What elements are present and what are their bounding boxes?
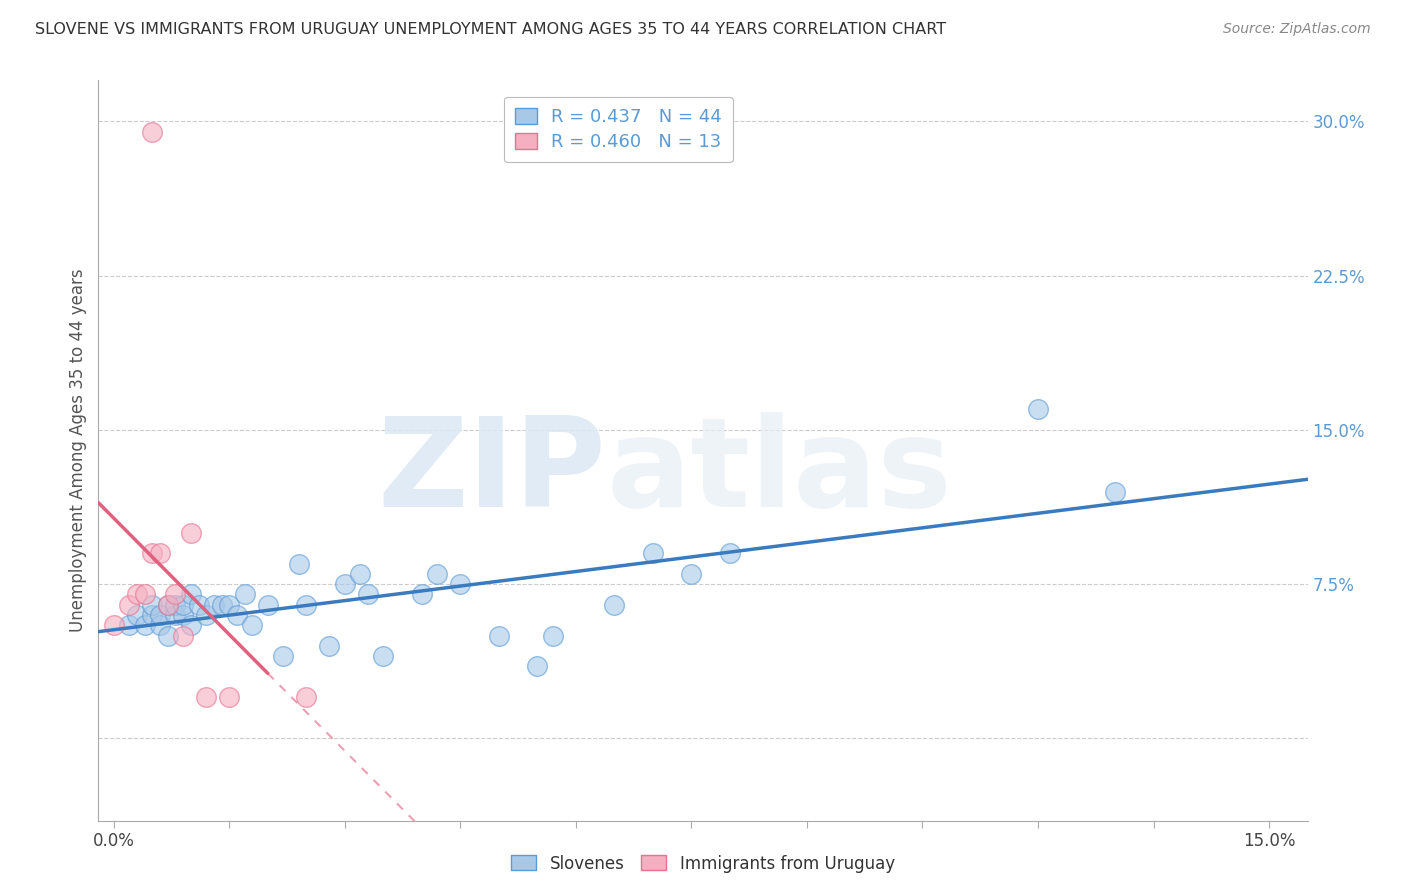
- Point: [426, 566, 449, 581]
- Point: [165, 607, 187, 622]
- Point: [202, 598, 225, 612]
- Point: [287, 557, 309, 571]
- Point: [1026, 402, 1049, 417]
- Point: [233, 587, 256, 601]
- Point: [488, 628, 510, 642]
- Point: [172, 607, 194, 622]
- Point: [295, 690, 318, 705]
- Point: [226, 607, 249, 622]
- Point: [118, 598, 141, 612]
- Point: [242, 618, 264, 632]
- Point: [180, 525, 202, 540]
- Point: [141, 607, 163, 622]
- Point: [349, 566, 371, 581]
- Legend: Slovenes, Immigrants from Uruguay: Slovenes, Immigrants from Uruguay: [505, 848, 901, 880]
- Point: [141, 125, 163, 139]
- Text: atlas: atlas: [606, 412, 952, 533]
- Point: [357, 587, 380, 601]
- Point: [271, 649, 294, 664]
- Point: [195, 690, 218, 705]
- Point: [218, 598, 240, 612]
- Point: [681, 566, 703, 581]
- Point: [257, 598, 280, 612]
- Point: [187, 598, 209, 612]
- Point: [149, 607, 172, 622]
- Point: [333, 577, 356, 591]
- Legend: R = 0.437   N = 44, R = 0.460   N = 13: R = 0.437 N = 44, R = 0.460 N = 13: [505, 96, 733, 162]
- Text: ZIP: ZIP: [378, 412, 606, 533]
- Point: [1104, 484, 1126, 499]
- Point: [373, 649, 395, 664]
- Point: [541, 628, 564, 642]
- Point: [718, 546, 741, 560]
- Point: [156, 598, 179, 612]
- Point: [149, 546, 172, 560]
- Point: [134, 618, 156, 632]
- Point: [172, 628, 194, 642]
- Point: [195, 607, 218, 622]
- Point: [295, 598, 318, 612]
- Point: [125, 607, 148, 622]
- Point: [165, 587, 187, 601]
- Point: [603, 598, 626, 612]
- Point: [526, 659, 548, 673]
- Text: Source: ZipAtlas.com: Source: ZipAtlas.com: [1223, 22, 1371, 37]
- Point: [211, 598, 233, 612]
- Point: [318, 639, 340, 653]
- Point: [180, 587, 202, 601]
- Point: [118, 618, 141, 632]
- Point: [156, 628, 179, 642]
- Point: [180, 618, 202, 632]
- Point: [134, 587, 156, 601]
- Point: [218, 690, 240, 705]
- Point: [411, 587, 433, 601]
- Point: [125, 587, 148, 601]
- Point: [165, 598, 187, 612]
- Point: [156, 598, 179, 612]
- Point: [172, 598, 194, 612]
- Point: [449, 577, 471, 591]
- Point: [149, 618, 172, 632]
- Y-axis label: Unemployment Among Ages 35 to 44 years: Unemployment Among Ages 35 to 44 years: [69, 268, 87, 632]
- Text: SLOVENE VS IMMIGRANTS FROM URUGUAY UNEMPLOYMENT AMONG AGES 35 TO 44 YEARS CORREL: SLOVENE VS IMMIGRANTS FROM URUGUAY UNEMP…: [35, 22, 946, 37]
- Point: [141, 546, 163, 560]
- Point: [103, 618, 125, 632]
- Point: [641, 546, 664, 560]
- Point: [141, 598, 163, 612]
